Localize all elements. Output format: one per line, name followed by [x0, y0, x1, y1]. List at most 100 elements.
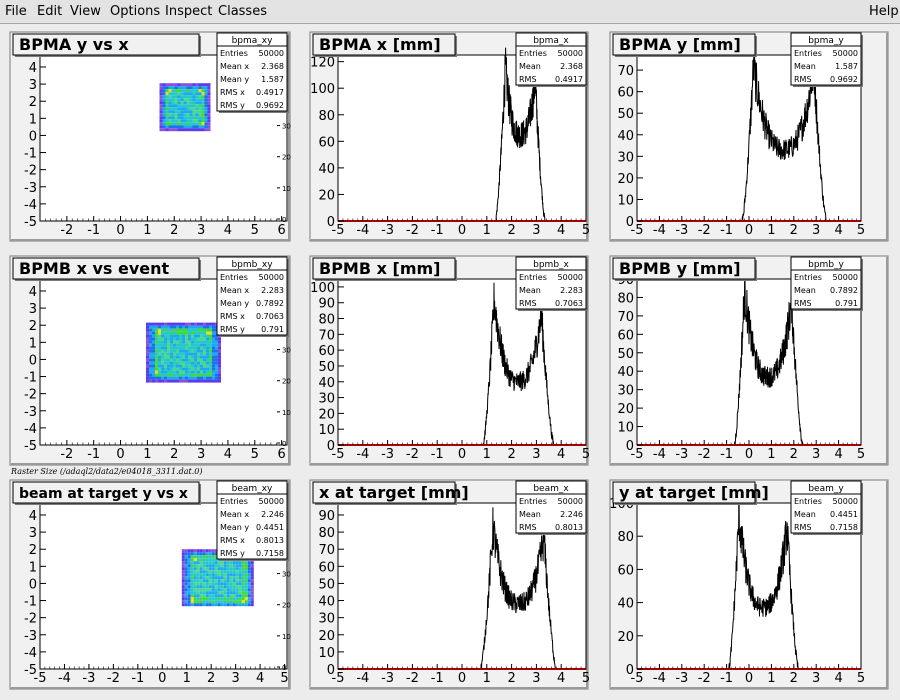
- x-tick-label: -1: [87, 447, 100, 462]
- heatmap-cell: [203, 334, 206, 338]
- heatmap-cell: [182, 373, 185, 377]
- stats-box-bg: [790, 480, 862, 534]
- heatmap-cell: [209, 337, 212, 341]
- heatmap-cell: [232, 600, 236, 604]
- heatmap-cell: [174, 128, 178, 132]
- heatmap-cell: [220, 594, 224, 598]
- heatmap-cell: [223, 567, 227, 571]
- heatmap-cell: [188, 334, 191, 338]
- heatmap-cell: [185, 325, 188, 329]
- heatmap-cell: [209, 364, 212, 368]
- heatmap-cell: [149, 373, 152, 377]
- heatmap-cell: [170, 328, 173, 332]
- heatmap-cell: [247, 594, 251, 598]
- heatmap-cell: [235, 591, 239, 595]
- heatmap-cell: [164, 340, 167, 344]
- menu-options[interactable]: Options: [110, 4, 161, 19]
- heatmap-cell: [159, 113, 163, 117]
- menu-edit[interactable]: Edit: [37, 4, 63, 19]
- heatmap-cell: [192, 92, 196, 96]
- heatmap-cell: [250, 570, 254, 574]
- heatmap-cell: [244, 594, 248, 598]
- heatmap-cell: [177, 128, 181, 132]
- heatmap-cell: [215, 367, 218, 371]
- title-box: BPMB y [mm]: [612, 257, 757, 281]
- heatmap-cell: [146, 325, 149, 329]
- heatmap-cell: [187, 579, 191, 583]
- menu-inspect[interactable]: Inspect: [165, 4, 213, 19]
- stats-value: 0.9692: [830, 75, 858, 84]
- x-axis-ticks: -5 -4 -3 -2 -1 0 1 2 3 4 5: [631, 216, 865, 238]
- heatmap-cell: [199, 603, 203, 607]
- heatmap-cell: [229, 579, 233, 583]
- x-tick-label: 0: [458, 447, 466, 462]
- menu-classes[interactable]: Classes: [218, 4, 267, 19]
- heatmap-cell: [198, 128, 202, 132]
- y-tick-label: -1: [24, 147, 37, 162]
- y-tick-label: 100: [310, 281, 335, 296]
- heatmap-cell: [177, 86, 181, 90]
- stats-label: Mean: [794, 510, 816, 519]
- heatmap-cell: [182, 343, 185, 347]
- heatmap-cell: [155, 322, 158, 326]
- heatmap-cell: [209, 343, 212, 347]
- heatmap-cell: [190, 561, 194, 565]
- heatmap-cell: [212, 352, 215, 356]
- heatmap-cell: [158, 334, 161, 338]
- y-tick-label: 20: [318, 629, 335, 644]
- heatmap-cell: [238, 603, 242, 607]
- heatmap-cell: [220, 588, 224, 592]
- heatmap-cell: [146, 379, 149, 383]
- heatmap-cell: [226, 594, 230, 598]
- x-tick-label: -1: [720, 671, 733, 686]
- heatmap-cell: [171, 110, 175, 114]
- chart-title: BPMB y [mm]: [619, 259, 741, 278]
- heatmap-cell: [194, 322, 197, 326]
- heatmap-cell: [168, 119, 172, 123]
- heatmap-cell: [199, 552, 203, 556]
- heatmap-cell: [190, 594, 194, 598]
- heatmap-cell: [201, 122, 205, 126]
- heatmap-cell: [217, 561, 221, 565]
- heatmap-cell: [176, 367, 179, 371]
- heatmap-cell: [174, 107, 178, 111]
- heatmap-cell: [211, 573, 215, 577]
- menu-help[interactable]: Help: [869, 4, 899, 19]
- heatmap-cell: [162, 110, 166, 114]
- heatmap-cell: [203, 364, 206, 368]
- heatmap-cell: [181, 561, 185, 565]
- heatmap-cell: [155, 376, 158, 380]
- stats-value: 0.791: [835, 299, 858, 308]
- heatmap-cell: [200, 346, 203, 350]
- heatmap-cell: [176, 322, 179, 326]
- menu-view[interactable]: View: [70, 4, 101, 19]
- heatmap-cell: [187, 555, 191, 559]
- heatmap-cell: [180, 128, 184, 132]
- heatmap-cell: [159, 125, 163, 129]
- heatmap-cell: [161, 340, 164, 344]
- chart-title: x at target [mm]: [319, 483, 469, 502]
- heatmap-cell: [211, 564, 215, 568]
- heatmap-cell: [185, 367, 188, 371]
- heatmap-cell: [183, 98, 187, 102]
- heatmap-cell: [189, 113, 193, 117]
- heatmap-cell: [193, 579, 197, 583]
- heatmap-cell: [161, 361, 164, 365]
- heatmap-cell: [165, 113, 169, 117]
- heatmap-cell: [205, 579, 209, 583]
- heatmap-cell: [215, 370, 218, 374]
- heatmap-cell: [177, 95, 181, 99]
- heatmap-cell: [191, 331, 194, 335]
- heatmap-cell: [250, 567, 254, 571]
- heatmap-cell: [195, 92, 199, 96]
- heatmap-cell: [220, 570, 224, 574]
- heatmap-cell: [197, 376, 200, 380]
- stats-name: bpma_x: [533, 36, 569, 46]
- menu-file[interactable]: File: [5, 4, 27, 19]
- heatmap-cell: [183, 104, 187, 108]
- title-box: y at target [mm]: [612, 481, 769, 505]
- stats-box-bg: [515, 480, 587, 534]
